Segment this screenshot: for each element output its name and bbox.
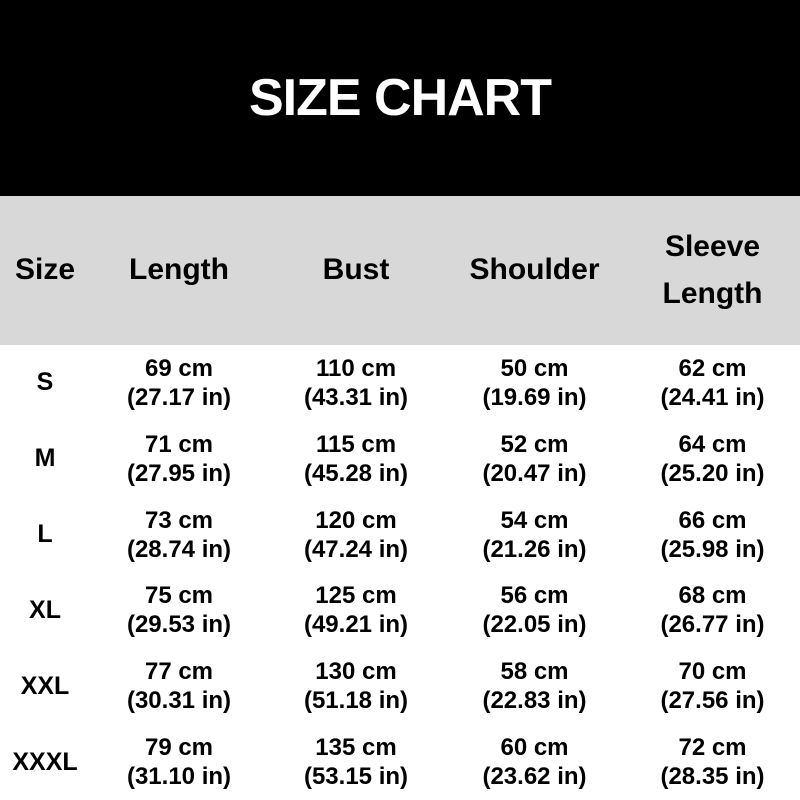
in-value: (25.20 in) bbox=[660, 459, 765, 487]
cm-value: 66 cm bbox=[678, 506, 747, 534]
in-value: (49.21 in) bbox=[303, 611, 409, 639]
in-value: (22.83 in) bbox=[482, 687, 587, 715]
in-value: (28.74 in) bbox=[126, 535, 232, 563]
in-value: (53.15 in) bbox=[303, 763, 409, 791]
title-banner: SIZE CHART bbox=[0, 0, 800, 196]
cm-value: 50 cm bbox=[500, 354, 569, 382]
in-value: (51.18 in) bbox=[303, 687, 409, 715]
cm-value: 69 cm bbox=[144, 354, 214, 382]
header-shoulder: Shoulder bbox=[469, 253, 600, 287]
cm-value: 135 cm bbox=[315, 734, 397, 762]
cm-value: 125 cm bbox=[315, 582, 397, 610]
bust-cell: 135 cm (53.15 in) bbox=[268, 724, 444, 800]
cm-value: 52 cm bbox=[500, 430, 569, 458]
sleeve-cell: 66 cm (25.98 in) bbox=[625, 497, 800, 573]
bust-cell: 110 cm (43.31 in) bbox=[268, 345, 444, 421]
length-cell: 69 cm (27.17 in) bbox=[90, 345, 268, 421]
in-value: (27.56 in) bbox=[660, 687, 765, 715]
length-cell: 73 cm (28.74 in) bbox=[90, 497, 268, 573]
cm-value: 68 cm bbox=[678, 582, 747, 610]
bust-cell: 125 cm (49.21 in) bbox=[268, 572, 444, 648]
shoulder-cell: 54 cm (21.26 in) bbox=[444, 497, 625, 573]
cm-value: 71 cm bbox=[144, 430, 214, 458]
in-value: (22.05 in) bbox=[482, 611, 587, 639]
in-value: (25.98 in) bbox=[660, 535, 765, 563]
in-value: (31.10 in) bbox=[126, 763, 232, 791]
in-value: (19.69 in) bbox=[482, 383, 587, 411]
length-cell: 77 cm (30.31 in) bbox=[90, 648, 268, 724]
in-value: (45.28 in) bbox=[303, 459, 409, 487]
cm-value: 130 cm bbox=[315, 658, 397, 686]
cm-value: 64 cm bbox=[678, 430, 747, 458]
bust-cell: 130 cm (51.18 in) bbox=[268, 648, 444, 724]
in-value: (47.24 in) bbox=[303, 535, 409, 563]
sleeve-cell: 64 cm (25.20 in) bbox=[625, 421, 800, 497]
bust-cell: 120 cm (47.24 in) bbox=[268, 497, 444, 573]
shoulder-cell: 60 cm (23.62 in) bbox=[444, 724, 625, 800]
in-value: (27.95 in) bbox=[126, 459, 232, 487]
in-value: (24.41 in) bbox=[660, 383, 765, 411]
table-header-row: Size Length Bust Shoulder Sleeve Length bbox=[0, 196, 800, 345]
cm-value: 70 cm bbox=[678, 658, 747, 686]
size-label: XXXL bbox=[12, 747, 78, 776]
shoulder-cell: 58 cm (22.83 in) bbox=[444, 648, 625, 724]
cm-value: 79 cm bbox=[144, 734, 214, 762]
in-value: (30.31 in) bbox=[126, 687, 232, 715]
cm-value: 58 cm bbox=[500, 658, 569, 686]
cm-value: 62 cm bbox=[678, 354, 747, 382]
cm-value: 110 cm bbox=[315, 354, 397, 382]
size-label: S bbox=[36, 368, 54, 397]
page-title: SIZE CHART bbox=[249, 69, 552, 127]
cm-value: 77 cm bbox=[144, 658, 214, 686]
size-table: Size Length Bust Shoulder Sleeve Length … bbox=[0, 196, 800, 800]
table-row-xl: XL 75 cm (29.53 in) 125 cm (49.21 in) 56… bbox=[0, 572, 800, 648]
header-length: Length bbox=[129, 253, 229, 287]
sleeve-cell: 72 cm (28.35 in) bbox=[625, 724, 800, 800]
header-size: Size bbox=[14, 253, 76, 287]
cm-value: 75 cm bbox=[144, 582, 214, 610]
header-sleeve-length: Sleeve Length bbox=[662, 230, 763, 310]
length-cell: 75 cm (29.53 in) bbox=[90, 572, 268, 648]
table-body: S 69 cm (27.17 in) 110 cm (43.31 in) 50 … bbox=[0, 345, 800, 800]
size-label: XL bbox=[29, 595, 61, 624]
length-cell: 79 cm (31.10 in) bbox=[90, 724, 268, 800]
in-value: (29.53 in) bbox=[126, 611, 232, 639]
shoulder-cell: 56 cm (22.05 in) bbox=[444, 572, 625, 648]
in-value: (26.77 in) bbox=[660, 611, 765, 639]
in-value: (20.47 in) bbox=[482, 459, 587, 487]
shoulder-cell: 50 cm (19.69 in) bbox=[444, 345, 625, 421]
sleeve-cell: 68 cm (26.77 in) bbox=[625, 572, 800, 648]
shoulder-cell: 52 cm (20.47 in) bbox=[444, 421, 625, 497]
sleeve-cell: 70 cm (27.56 in) bbox=[625, 648, 800, 724]
sleeve-cell: 62 cm (24.41 in) bbox=[625, 345, 800, 421]
length-cell: 71 cm (27.95 in) bbox=[90, 421, 268, 497]
cm-value: 72 cm bbox=[678, 734, 747, 762]
cm-value: 60 cm bbox=[500, 734, 569, 762]
size-label: M bbox=[34, 444, 56, 473]
table-row-l: L 73 cm (28.74 in) 120 cm (47.24 in) 54 … bbox=[0, 497, 800, 573]
table-row-s: S 69 cm (27.17 in) 110 cm (43.31 in) 50 … bbox=[0, 345, 800, 421]
in-value: (28.35 in) bbox=[660, 763, 765, 791]
cm-value: 120 cm bbox=[315, 506, 397, 534]
bust-cell: 115 cm (45.28 in) bbox=[268, 421, 444, 497]
table-row-xxxl: XXXL 79 cm (31.10 in) 135 cm (53.15 in) … bbox=[0, 724, 800, 800]
in-value: (27.17 in) bbox=[126, 383, 232, 411]
table-row-xxl: XXL 77 cm (30.31 in) 130 cm (51.18 in) 5… bbox=[0, 648, 800, 724]
cm-value: 73 cm bbox=[144, 506, 214, 534]
cm-value: 54 cm bbox=[500, 506, 569, 534]
table-row-m: M 71 cm (27.95 in) 115 cm (45.28 in) 52 … bbox=[0, 421, 800, 497]
size-label: L bbox=[37, 520, 53, 549]
in-value: (43.31 in) bbox=[303, 383, 409, 411]
cm-value: 115 cm bbox=[315, 430, 397, 458]
header-bust: Bust bbox=[322, 253, 390, 287]
size-label: XXL bbox=[20, 671, 70, 700]
in-value: (23.62 in) bbox=[482, 763, 587, 791]
in-value: (21.26 in) bbox=[482, 535, 587, 563]
cm-value: 56 cm bbox=[500, 582, 569, 610]
